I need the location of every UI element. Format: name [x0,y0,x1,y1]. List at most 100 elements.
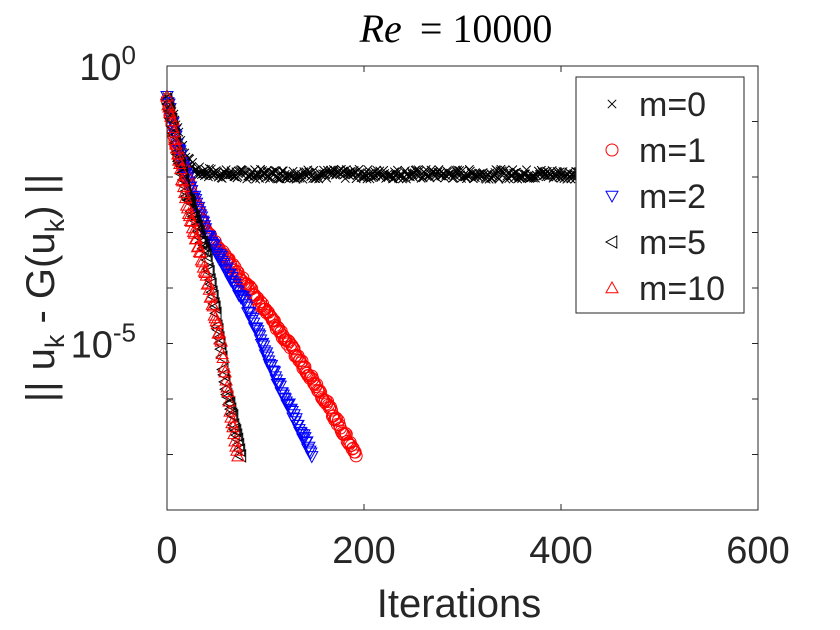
legend-box [575,76,745,314]
data-point [201,276,216,289]
x-tick-label: 0 [156,530,177,572]
data-point [170,147,185,160]
data-point [184,214,199,227]
data-point [171,153,186,166]
data-point [310,377,324,391]
data-point [227,426,241,440]
data-point [242,307,257,320]
data-point [273,380,288,393]
plot-area [159,89,586,464]
data-point [289,413,303,426]
data-point [215,346,230,360]
data-point [252,330,267,343]
data-point [202,264,215,279]
data-point [267,366,282,379]
data-point [260,351,275,364]
data-point [214,251,229,264]
data-point [394,170,405,180]
legend-marker [605,280,619,294]
data-point [185,220,200,234]
y-tick-label: 10-5 [71,318,136,367]
data-point [219,373,233,386]
x-axis: 0 200 400 600 [156,66,790,572]
data-point [168,132,182,145]
data-point [220,262,234,275]
data-point [251,174,261,184]
data-point [170,141,184,154]
data-point [225,415,239,429]
data-point [340,173,350,184]
data-point [319,165,329,175]
data-point [329,411,343,425]
data-point [195,235,208,249]
data-point [449,173,459,183]
data-point [303,447,318,460]
y-label-sub-2: k [40,218,70,232]
data-point [345,442,359,456]
data-point [284,338,298,352]
data-point [233,448,247,463]
legend-label: m=1 [639,132,706,170]
series-m=2 [160,91,319,464]
legend-marker [605,190,619,204]
data-point [211,322,224,337]
data-point [226,419,240,433]
data-point [167,125,181,138]
data-point [244,281,258,295]
legend-label: m=0 [639,86,706,124]
data-point [169,137,183,150]
data-point [229,439,243,452]
x-tick-label: 200 [332,530,395,572]
data-point [243,311,258,325]
data-point [231,449,245,462]
data-point [286,341,300,355]
data-point [187,226,202,239]
data-point [285,339,299,353]
data-point [166,120,180,133]
data-point [212,325,227,338]
data-point [173,161,188,175]
data-point [172,156,187,170]
data-point [196,260,211,273]
data-point [298,360,312,374]
y-axis-label: || uk - G(uk) || [19,174,70,403]
data-point [392,165,403,175]
chart-title: Re = 10000 [359,6,553,51]
data-point [309,165,319,175]
series-m=10 [160,89,245,462]
chart-title-equation: = 10000 [420,6,553,51]
data-point [177,185,192,199]
data-point [208,310,223,324]
y-axis: 100 10-5 [71,40,758,511]
data-point [291,419,305,433]
y-tick-label: 100 [79,40,136,89]
data-point [217,173,227,183]
legend-marker [604,235,618,249]
data-point [182,208,197,222]
data-point [256,340,271,353]
data-point [460,172,471,182]
data-point [296,433,310,446]
data-point [162,100,176,113]
data-point [323,401,337,415]
data-point [224,410,238,423]
data-point [331,414,345,428]
legend: m=0 m=1 m=2 m=5 m=10 [575,76,745,314]
data-point [224,275,238,288]
legend-label: m=5 [639,224,706,262]
data-point [257,345,272,358]
data-point [314,385,328,399]
data-point [324,403,338,417]
series-m=1 [160,93,363,463]
legend-marker [607,99,617,109]
data-point [222,394,236,407]
data-point [268,371,283,384]
data-point [556,173,566,183]
y-label-part-3: ) || [19,174,63,219]
data-point [221,269,235,282]
data-point [176,179,191,193]
data-point [269,374,284,387]
data-point [494,174,504,184]
y-label-part-1: || u [19,348,63,402]
data-point [199,248,212,263]
